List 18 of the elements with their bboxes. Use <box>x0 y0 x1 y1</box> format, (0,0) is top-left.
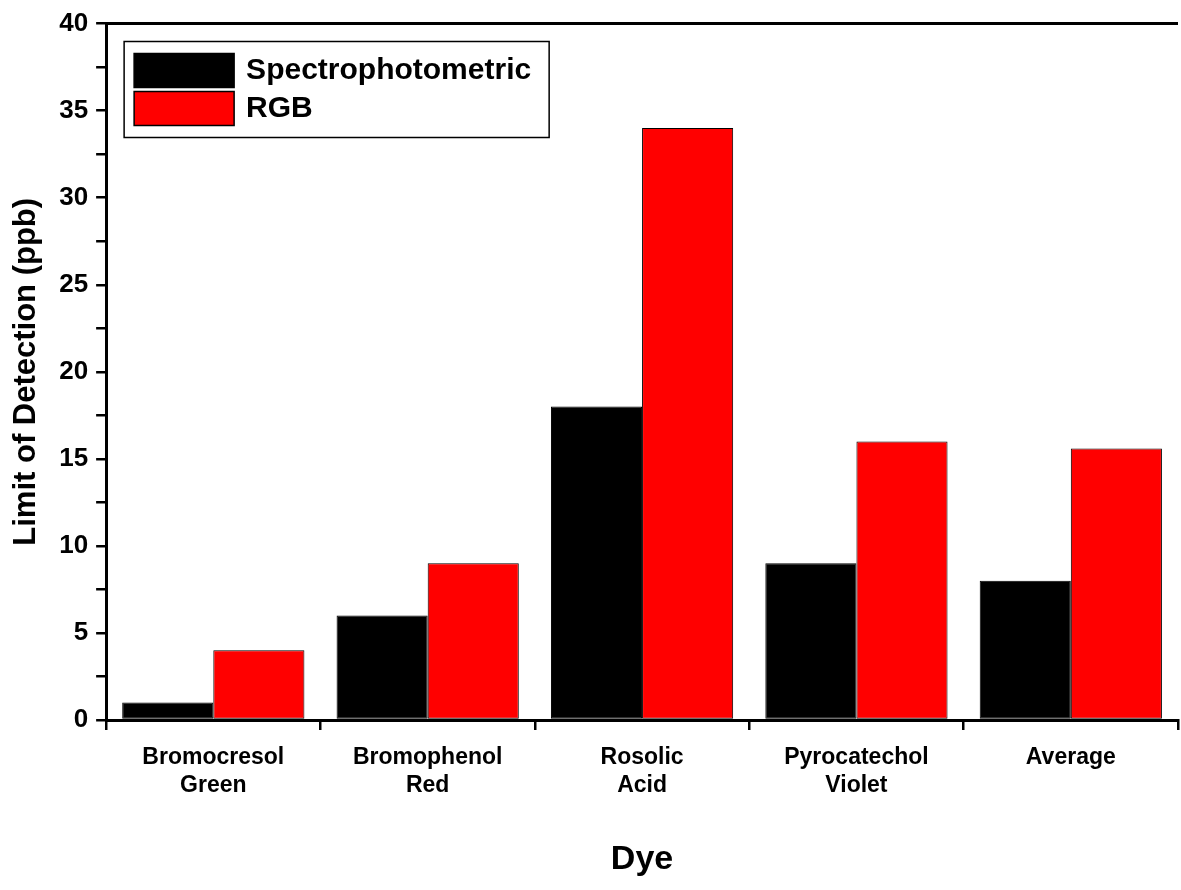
x-tick-label: Bromophenol Red <box>352 743 503 797</box>
y-tick-label: 5 <box>73 616 89 647</box>
legend-label: Spectrophotometric <box>246 51 532 85</box>
y-tick-label: 35 <box>59 93 89 124</box>
y-tick-label: 30 <box>59 180 89 211</box>
legend-label: RGB <box>246 89 313 123</box>
x-axis-title: Dye <box>610 837 674 876</box>
x-tick-label: Pyrocatechol Violet <box>784 743 929 797</box>
y-tick-label: 15 <box>59 442 89 473</box>
x-tick-label: Bromocresol Green <box>142 743 285 797</box>
y-axis-title: Limit of Detection (ppb) <box>7 197 43 546</box>
y-tick-label: 10 <box>59 529 89 560</box>
x-tick-label: Average <box>1025 743 1116 770</box>
y-tick-label: 20 <box>59 354 89 385</box>
y-tick-label: 0 <box>73 703 89 734</box>
y-tick-label: 40 <box>59 6 89 37</box>
x-tick-label: Rosolic Acid <box>600 743 684 797</box>
y-tick-label: 25 <box>59 267 89 298</box>
